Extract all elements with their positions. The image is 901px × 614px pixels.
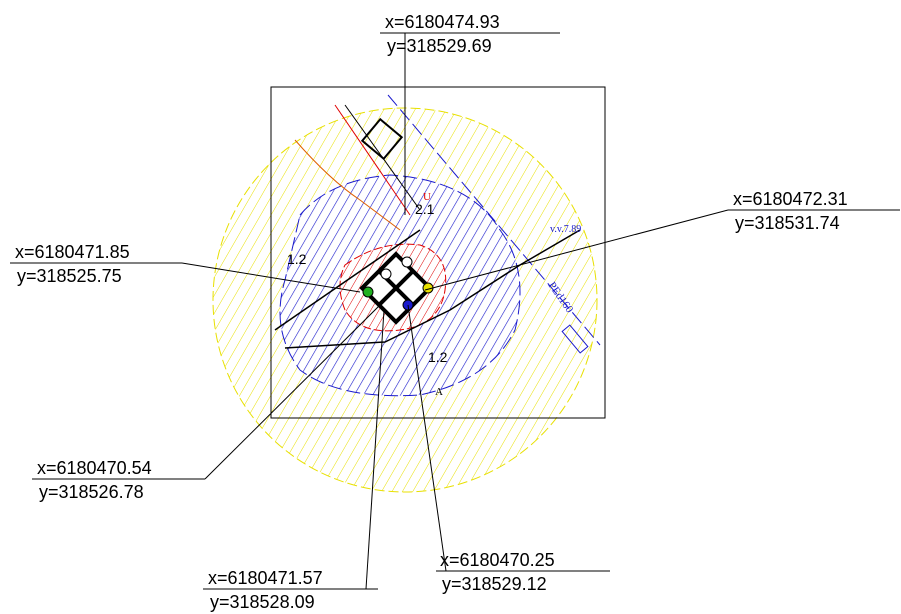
x-coordinate: x=6180472.31 xyxy=(733,189,848,209)
x-coordinate: x=6180470.25 xyxy=(440,550,555,570)
y-coordinate: y=318526.78 xyxy=(39,482,144,502)
y-coordinate: y=318525.75 xyxy=(17,266,122,286)
annotation: v.v.7.89 xyxy=(550,224,581,235)
drawing: 2.1 1.2 1.2 v.v.7.89 PEd160 A U x=618047… xyxy=(0,0,901,614)
annotation: U xyxy=(423,191,431,203)
plan xyxy=(213,87,605,492)
annotation: A xyxy=(435,386,443,398)
x-coordinate: x=6180470.54 xyxy=(37,458,152,478)
x-coordinate: x=6180471.57 xyxy=(208,568,323,588)
y-coordinate: y=318529.69 xyxy=(387,36,492,56)
x-coordinate: x=6180474.93 xyxy=(385,12,500,32)
annotation: 2.1 xyxy=(415,201,435,217)
annotation: 1.2 xyxy=(428,349,448,365)
y-coordinate: y=318529.12 xyxy=(442,574,547,594)
annotation: 1.2 xyxy=(287,251,307,267)
y-coordinate: y=318528.09 xyxy=(210,592,315,612)
x-coordinate: x=6180471.85 xyxy=(15,242,130,262)
y-coordinate: y=318531.74 xyxy=(735,213,840,233)
